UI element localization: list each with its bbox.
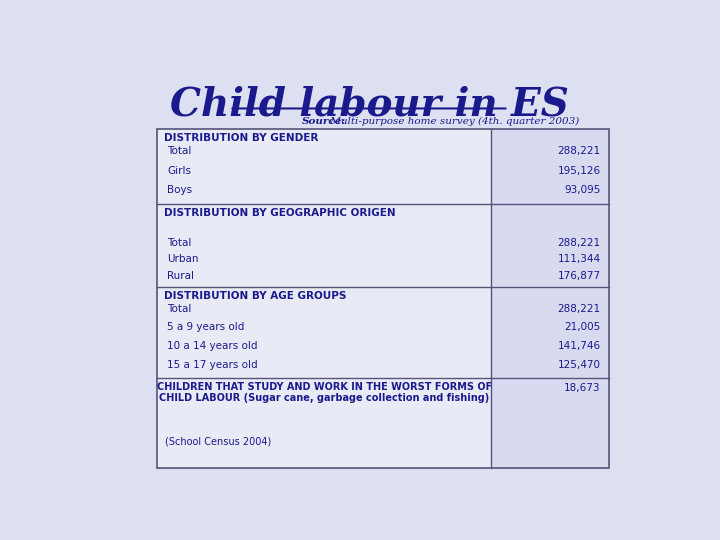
Text: 21,005: 21,005 xyxy=(564,322,600,333)
Text: Urban: Urban xyxy=(167,254,199,265)
FancyBboxPatch shape xyxy=(492,287,609,377)
Text: 288,221: 288,221 xyxy=(557,238,600,248)
Text: Rural: Rural xyxy=(167,271,194,281)
Text: 93,095: 93,095 xyxy=(564,185,600,195)
Text: Boys: Boys xyxy=(167,185,192,195)
Text: Girls: Girls xyxy=(167,166,191,176)
FancyBboxPatch shape xyxy=(492,204,609,287)
Text: 195,126: 195,126 xyxy=(557,166,600,176)
Text: Child labour in ES: Child labour in ES xyxy=(170,85,568,124)
Text: Multi-purpose home survey (4th. quarter 2003): Multi-purpose home survey (4th. quarter … xyxy=(327,117,580,126)
FancyBboxPatch shape xyxy=(157,129,492,204)
FancyBboxPatch shape xyxy=(157,287,492,377)
Text: Total: Total xyxy=(167,238,192,248)
Text: 141,746: 141,746 xyxy=(557,341,600,351)
Text: Source:: Source: xyxy=(302,117,346,126)
Text: CHILDREN THAT STUDY AND WORK IN THE WORST FORMS OF
CHILD LABOUR (Sugar cane, gar: CHILDREN THAT STUDY AND WORK IN THE WORS… xyxy=(156,382,492,403)
Text: Total: Total xyxy=(167,304,192,314)
FancyBboxPatch shape xyxy=(157,204,492,287)
Text: 18,673: 18,673 xyxy=(564,383,600,393)
Text: 111,344: 111,344 xyxy=(557,254,600,265)
Text: DISTRIBUTION BY GEOGRAPHIC ORIGEN: DISTRIBUTION BY GEOGRAPHIC ORIGEN xyxy=(163,208,395,219)
Text: 288,221: 288,221 xyxy=(557,146,600,156)
FancyBboxPatch shape xyxy=(492,377,609,468)
Text: 15 a 17 years old: 15 a 17 years old xyxy=(167,360,258,370)
Text: DISTRIBUTION BY GENDER: DISTRIBUTION BY GENDER xyxy=(163,133,318,144)
FancyBboxPatch shape xyxy=(157,377,492,468)
Text: Total: Total xyxy=(167,146,192,156)
Text: 5 a 9 years old: 5 a 9 years old xyxy=(167,322,244,333)
FancyBboxPatch shape xyxy=(492,129,609,204)
Text: 10 a 14 years old: 10 a 14 years old xyxy=(167,341,258,351)
Text: (School Census 2004): (School Census 2004) xyxy=(166,437,271,447)
Text: 288,221: 288,221 xyxy=(557,304,600,314)
Text: 125,470: 125,470 xyxy=(557,360,600,370)
Text: 176,877: 176,877 xyxy=(557,271,600,281)
Text: DISTRIBUTION BY AGE GROUPS: DISTRIBUTION BY AGE GROUPS xyxy=(163,291,346,301)
